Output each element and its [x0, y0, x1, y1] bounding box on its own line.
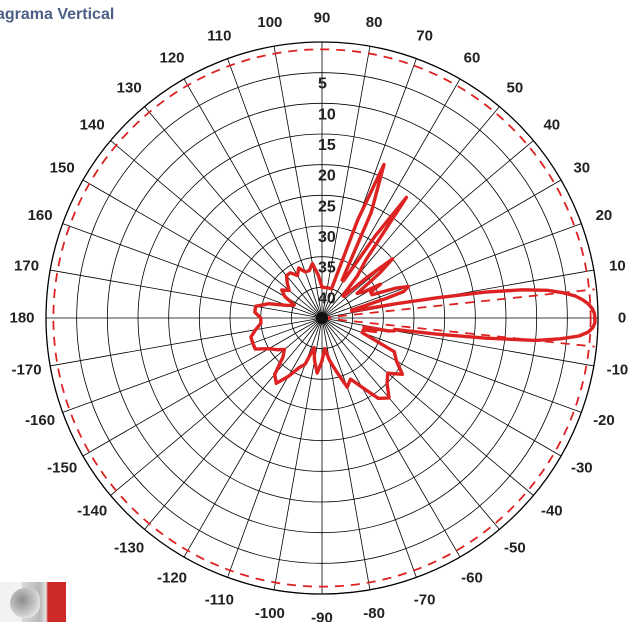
radial-label-40: 40 [318, 290, 336, 307]
grid-spoke-30 [321, 179, 562, 319]
angle-label-90: 90 [314, 10, 331, 27]
angle-label--110: -110 [205, 591, 234, 608]
angle-label-170: 170 [14, 257, 39, 274]
grid-spoke-120 [183, 78, 323, 319]
angle-label--40: -40 [541, 502, 563, 519]
grid-spoke-130 [144, 106, 323, 319]
angle-label-0: 0 [618, 310, 626, 327]
university-logo [0, 582, 66, 622]
radial-label-5: 5 [318, 76, 327, 93]
grid-spoke-320 [321, 317, 534, 496]
angle-label-20: 20 [596, 207, 613, 224]
angle-label-40: 40 [543, 117, 560, 134]
angle-label--130: -130 [114, 539, 144, 556]
beam-line--6 [321, 317, 595, 348]
grid-spoke-80 [321, 46, 371, 319]
grid-spoke-150 [82, 179, 323, 319]
chart-title: agrama Vertical [0, 6, 115, 23]
angle-label-150: 150 [50, 160, 75, 177]
angle-label-10: 10 [609, 257, 626, 274]
angle-label-130: 130 [117, 80, 142, 97]
radial-label-15: 15 [318, 137, 336, 154]
angle-label--150: -150 [47, 460, 77, 477]
angle-label--50: -50 [504, 539, 526, 556]
angle-label-140: 140 [80, 117, 105, 134]
radial-label-25: 25 [318, 198, 336, 215]
grid-spoke-300 [321, 317, 461, 558]
angle-label--70: -70 [414, 591, 436, 608]
grid-spoke-230 [144, 317, 323, 530]
angle-label-50: 50 [506, 80, 523, 97]
radial-label-35: 35 [318, 260, 336, 277]
grid-spoke-240 [183, 317, 323, 558]
angle-label--140: -140 [77, 502, 107, 519]
angle-label-30: 30 [573, 160, 590, 177]
beam-line-6 [321, 288, 595, 319]
radial-label-30: 30 [318, 229, 336, 246]
angle-label--160: -160 [25, 412, 55, 429]
pattern-series-0 [249, 162, 597, 401]
angle-label-70: 70 [416, 28, 433, 45]
angle-label--30: -30 [571, 460, 593, 477]
pattern-group [249, 162, 597, 401]
angle-label--170: -170 [12, 362, 42, 379]
grid-spoke-100 [273, 46, 323, 319]
reference-circle [52, 48, 592, 588]
angle-label-80: 80 [366, 14, 383, 31]
center-dot [316, 312, 328, 324]
angle-label-60: 60 [464, 50, 481, 67]
angle-label--120: -120 [157, 569, 187, 586]
angle-label--80: -80 [363, 605, 385, 622]
angle-labels: 0 10 20 30 40 50 60 70 80 90 100 110 120 130 140 150 160… [9, 10, 628, 622]
grid-spoke-330 [321, 317, 562, 457]
radial-label-10: 10 [318, 106, 336, 123]
grid-spoke-170 [50, 269, 323, 319]
angle-label--20: -20 [593, 412, 615, 429]
grid-spoke-140 [110, 140, 323, 319]
angle-label-110: 110 [207, 28, 231, 45]
radial-labels: 5 10 15 20 25 30 35 40 [318, 76, 336, 308]
grid-spoke-290 [321, 317, 417, 578]
angle-label-100: 100 [257, 14, 282, 31]
grid-spoke-220 [110, 317, 323, 496]
grid-spoke-20 [321, 223, 582, 319]
grid-spoke-190 [50, 317, 323, 367]
angle-label-120: 120 [159, 50, 184, 67]
angle-label--100: -100 [255, 605, 285, 622]
grid-spoke-40 [321, 140, 534, 319]
radial-label-20: 20 [318, 168, 336, 185]
grid-spoke-210 [82, 317, 323, 457]
angle-label-160: 160 [28, 207, 53, 224]
angle-label-180: 180 [9, 310, 34, 327]
angle-label--90: -90 [311, 610, 333, 622]
seal-icon [10, 588, 40, 618]
grid-spoke-310 [321, 317, 500, 530]
angle-label--10: -10 [607, 362, 629, 379]
angle-label--60: -60 [461, 569, 483, 586]
reference-circle-group [52, 48, 595, 588]
grid-spoke-110 [227, 58, 323, 319]
grid-spoke-200 [62, 317, 323, 413]
grid-spoke-160 [62, 223, 323, 319]
